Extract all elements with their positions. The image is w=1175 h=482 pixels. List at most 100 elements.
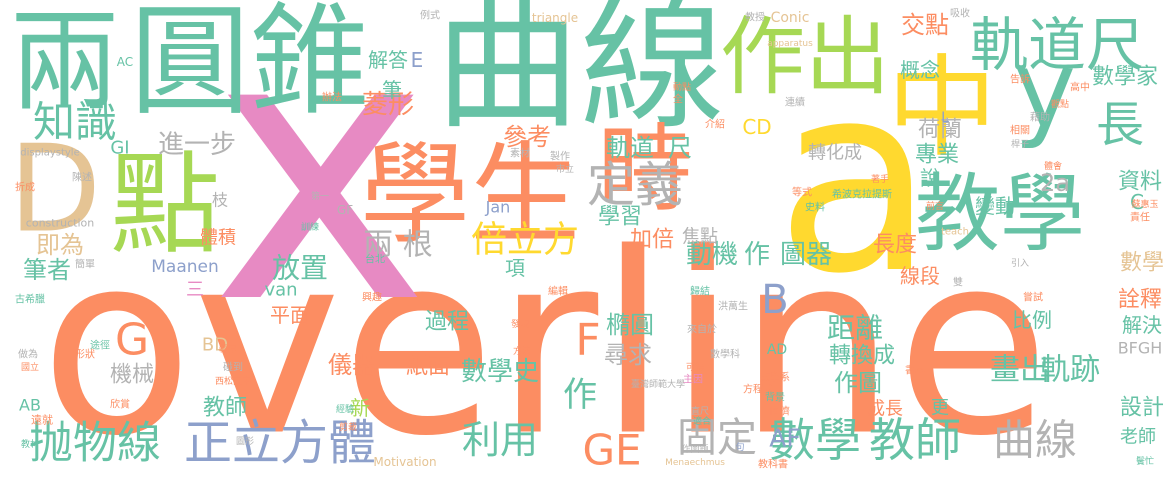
word: Menaechmus bbox=[665, 458, 725, 468]
word: Conic bbox=[771, 10, 810, 26]
word: B bbox=[761, 277, 788, 323]
word: 體積 bbox=[200, 228, 236, 249]
word: 例式 bbox=[420, 9, 440, 22]
word: 項 bbox=[505, 256, 525, 280]
word: 西松高中 bbox=[215, 375, 251, 387]
word: 介紹 bbox=[705, 118, 725, 131]
word: 做為 bbox=[18, 348, 38, 361]
word: 進一步 bbox=[158, 130, 236, 160]
word: 古希臘 bbox=[15, 293, 45, 306]
word: 來自於 bbox=[687, 323, 717, 336]
word: G bbox=[115, 315, 149, 366]
word: 焦點 bbox=[682, 227, 718, 248]
word: 即為 bbox=[36, 231, 84, 259]
word: 書本 bbox=[905, 364, 925, 377]
word: 著手 bbox=[871, 173, 889, 185]
word: 學習 bbox=[598, 205, 642, 230]
word: 參考 bbox=[503, 123, 551, 151]
word: 圓錐 bbox=[130, 0, 370, 132]
word: 作 bbox=[563, 375, 597, 415]
word: 利用 bbox=[462, 418, 538, 462]
word: 抛物線 bbox=[29, 418, 161, 469]
word: 蘇惠玉 bbox=[1131, 198, 1158, 210]
word: 全 bbox=[673, 93, 683, 106]
word: 機械 bbox=[110, 363, 154, 388]
word: 數學 bbox=[769, 413, 861, 467]
word: 編輯 bbox=[548, 285, 568, 298]
word: 儀器 bbox=[328, 351, 376, 379]
word: van bbox=[264, 280, 297, 301]
word: 尋求 bbox=[604, 341, 652, 369]
word: 興趣 bbox=[362, 291, 382, 304]
word: 同儕 bbox=[770, 405, 790, 418]
word: 曲線 bbox=[993, 416, 1077, 465]
word: 前言 bbox=[926, 200, 944, 212]
word: 學生 bbox=[360, 131, 580, 259]
word: F bbox=[575, 315, 600, 366]
word: 陳述 bbox=[72, 172, 92, 184]
word: 轉化成 bbox=[808, 143, 862, 164]
word: 方程式 bbox=[743, 383, 773, 396]
word: 雙 bbox=[953, 276, 963, 289]
word: AB bbox=[19, 396, 41, 415]
word: 觀點 bbox=[1051, 98, 1069, 110]
word: 圖形 bbox=[236, 435, 254, 447]
word: 三 bbox=[186, 280, 204, 301]
word: 主因 bbox=[683, 374, 703, 386]
word: 軌道尺 bbox=[970, 11, 1144, 79]
word: 剪裁 bbox=[339, 421, 357, 433]
word: 素材 bbox=[510, 147, 530, 160]
word: 訓練 bbox=[301, 221, 319, 233]
word: GF bbox=[337, 203, 353, 217]
word: 教材 bbox=[21, 438, 39, 450]
word: AF bbox=[769, 424, 800, 453]
word: 直尺 bbox=[691, 405, 709, 417]
word: 歸結 bbox=[690, 285, 710, 298]
word: 數學科 bbox=[710, 348, 740, 361]
word: 背景 bbox=[765, 391, 785, 404]
word: 枝 bbox=[212, 191, 228, 210]
word: 荷蘭 bbox=[918, 118, 962, 143]
word: 成長 bbox=[867, 399, 903, 420]
word: E bbox=[411, 48, 424, 72]
word: 洪萬生 bbox=[718, 300, 748, 313]
word: 吸收 bbox=[950, 7, 970, 20]
word: 中 bbox=[887, 44, 997, 172]
word: 作出 bbox=[720, 9, 890, 108]
word: 交點 bbox=[901, 11, 949, 39]
word: 可得 bbox=[686, 361, 704, 373]
word: 比例 bbox=[1012, 308, 1052, 332]
word: 教科書 bbox=[758, 458, 788, 471]
word: 時 bbox=[597, 115, 692, 225]
word: AC bbox=[117, 55, 133, 69]
word: 橢圓 bbox=[606, 311, 654, 339]
word: AD bbox=[767, 342, 787, 358]
word: displaystyle bbox=[20, 148, 80, 159]
word: 解答 bbox=[368, 48, 408, 72]
word: 作 bbox=[744, 240, 770, 270]
word: 第一 bbox=[311, 190, 329, 202]
word: x bbox=[211, 0, 430, 385]
word: 作圖 bbox=[834, 369, 882, 397]
word: triangle bbox=[532, 11, 578, 25]
word: 兩 bbox=[10, 0, 120, 126]
word: Motivation bbox=[373, 455, 436, 469]
word: 適合 bbox=[693, 415, 711, 427]
word: apparatus bbox=[767, 39, 813, 49]
word: 責任 bbox=[1130, 211, 1150, 224]
word: teach bbox=[941, 227, 969, 238]
word: 途徑 bbox=[90, 339, 110, 352]
word: 台北 bbox=[365, 253, 385, 266]
word: C bbox=[1130, 190, 1144, 214]
word: 引入 bbox=[1011, 258, 1029, 269]
word: 桿子 bbox=[1011, 138, 1029, 150]
word: 史料 bbox=[805, 201, 825, 214]
word: 句 bbox=[735, 441, 744, 453]
word: 過程 bbox=[425, 310, 469, 335]
word: 點 bbox=[110, 141, 220, 269]
word: 老師 bbox=[1120, 427, 1156, 448]
word: 筆 bbox=[382, 78, 402, 102]
word: 製作 bbox=[550, 150, 570, 163]
word: 發現 bbox=[511, 318, 529, 330]
